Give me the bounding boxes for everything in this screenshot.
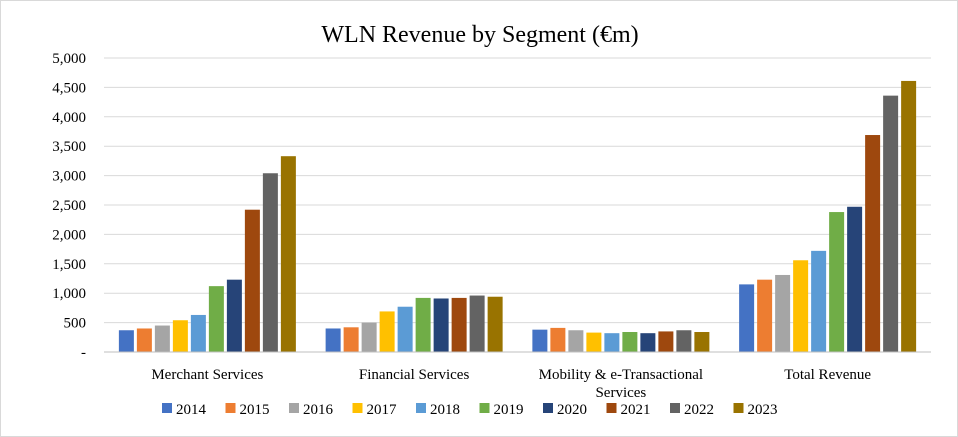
bar [775,274,791,352]
y-tick-label: - [81,345,86,361]
legend-swatch [479,403,490,413]
bar [604,333,620,352]
y-tick-label: 2,500 [52,198,86,214]
legend-swatch [162,403,172,413]
y-tick-label: 1,000 [52,286,86,302]
legend-label: 2017 [367,402,398,418]
legend-label: 2021 [621,402,651,418]
bar [226,279,242,352]
y-tick-label: 4,000 [52,110,86,126]
y-tick-label: 4,500 [52,80,86,96]
legend-label: 2019 [494,402,524,418]
bar [487,296,503,352]
bar [739,284,755,352]
bar [172,320,188,352]
bar [361,322,377,352]
bar [118,330,134,352]
bar [901,80,917,352]
bar [757,279,773,352]
bar [550,327,566,352]
category-labels: Merchant Services Financial Services Mobil… [151,367,871,401]
legend: 2014 2015 2016 2017 2018 2019 2020 2021 2022 2023 [162,402,778,418]
legend-label: 2014 [176,402,207,418]
bar [829,212,845,352]
bar [280,156,296,352]
y-tick-label: 3,500 [52,139,86,155]
legend-swatch [606,403,617,413]
bars [118,80,917,352]
legend-label: 2016 [303,402,334,418]
legend-label: 2023 [748,402,778,418]
bar [343,327,359,352]
category-label: Merchant Services [151,367,263,383]
bar [379,311,395,352]
legend-label: 2022 [684,402,714,418]
bar [532,329,548,352]
legend-swatch [670,403,680,413]
category-label: Mobility & e-Transactional [539,367,703,383]
bar [451,297,467,352]
bar [883,95,899,352]
bar [793,260,809,352]
legend-label: 2020 [557,402,587,418]
bar [622,332,638,352]
bar [154,325,170,352]
y-tick-label: 1,500 [52,257,86,273]
bar [586,332,602,352]
bar [415,297,431,352]
legend-swatch [416,403,426,413]
y-tick-label: 3,000 [52,169,86,185]
legend-label: 2015 [240,402,270,418]
legend-swatch [733,403,744,413]
bar [568,330,584,352]
legend-swatch [289,403,299,413]
category-label: Financial Services [359,367,470,383]
bar [865,135,881,352]
bar [208,286,224,352]
bar [397,306,413,352]
bar [640,333,656,352]
bar [433,298,449,352]
legend-label: 2018 [430,402,460,418]
chart-title: WLN Revenue by Segment (€m) [321,22,638,48]
legend-swatch [543,403,553,413]
y-tick-label: 500 [64,316,87,332]
bar [694,332,710,352]
bar [469,295,485,352]
y-axis-tick-labels: - 500 1,000 1,500 2,000 2,500 3,000 3,500 4,000 4… [52,51,86,361]
bar [244,209,260,352]
category-label: Services [595,385,646,401]
legend-swatch [225,403,236,413]
bar [658,331,674,352]
bar [325,328,341,352]
bar [262,173,278,352]
bar [847,206,863,352]
bar [676,330,692,352]
y-tick-label: 5,000 [52,51,86,67]
bar [811,250,827,352]
category-label: Total Revenue [784,367,871,383]
legend-swatch [352,403,363,413]
bar [136,328,152,352]
bar [190,314,206,352]
y-tick-label: 2,000 [52,227,86,243]
